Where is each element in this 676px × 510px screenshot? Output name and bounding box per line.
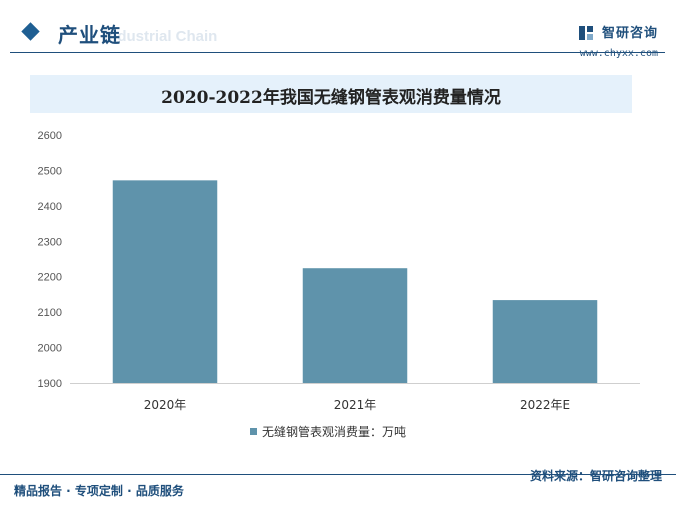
y-tick-label: 2100 bbox=[38, 307, 62, 319]
x-axis: 2020年 2021年 2022年E bbox=[144, 398, 570, 412]
bars bbox=[112, 180, 598, 383]
y-tick-label: 2400 bbox=[38, 201, 62, 213]
footer-divider bbox=[0, 474, 676, 475]
chart-title-box: 2020-2022年我国无缝钢管表观消费量情况 bbox=[30, 75, 632, 113]
y-tick-label: 2300 bbox=[38, 236, 62, 248]
brand-url: www.chyxx.com bbox=[579, 48, 658, 59]
header-divider bbox=[10, 52, 665, 53]
y-axis: 1900 2000 2100 2200 2300 2400 2500 2600 bbox=[38, 130, 62, 390]
bar bbox=[492, 300, 598, 383]
brand-logo-icon bbox=[578, 26, 593, 40]
legend-label: 无缝钢管表观消费量：万吨 bbox=[262, 424, 406, 439]
section-subtitle: Industrial Chain bbox=[104, 28, 218, 45]
source-note: 资料来源：智研咨询整理 bbox=[529, 469, 662, 483]
section-title: 产业链 bbox=[58, 23, 121, 47]
x-tick-label: 2022年E bbox=[520, 398, 570, 412]
y-tick-label: 2500 bbox=[38, 165, 62, 177]
brand: 智研咨询 www.chyxx.com bbox=[578, 22, 658, 59]
y-tick-label: 1900 bbox=[38, 378, 62, 390]
bar bbox=[302, 268, 408, 383]
y-tick-label: 2000 bbox=[38, 343, 62, 355]
legend-swatch bbox=[250, 428, 257, 435]
x-tick-label: 2020年 bbox=[144, 398, 187, 412]
y-tick-label: 2600 bbox=[38, 130, 62, 142]
diamond-icon bbox=[21, 22, 40, 41]
x-tick-label: 2021年 bbox=[334, 398, 377, 412]
bar bbox=[112, 180, 218, 383]
y-tick-label: 2200 bbox=[38, 272, 62, 284]
header: Industrial Chain 产业链 智研咨询 www.chyxx.com bbox=[0, 0, 676, 60]
brand-name: 智研咨询 bbox=[601, 26, 658, 41]
chart-title: 2020-2022年我国无缝钢管表观消费量情况 bbox=[161, 88, 501, 108]
footer-tagline: 精品报告 · 专项定制 · 品质服务 bbox=[14, 484, 184, 498]
legend: 无缝钢管表观消费量：万吨 bbox=[250, 424, 406, 439]
